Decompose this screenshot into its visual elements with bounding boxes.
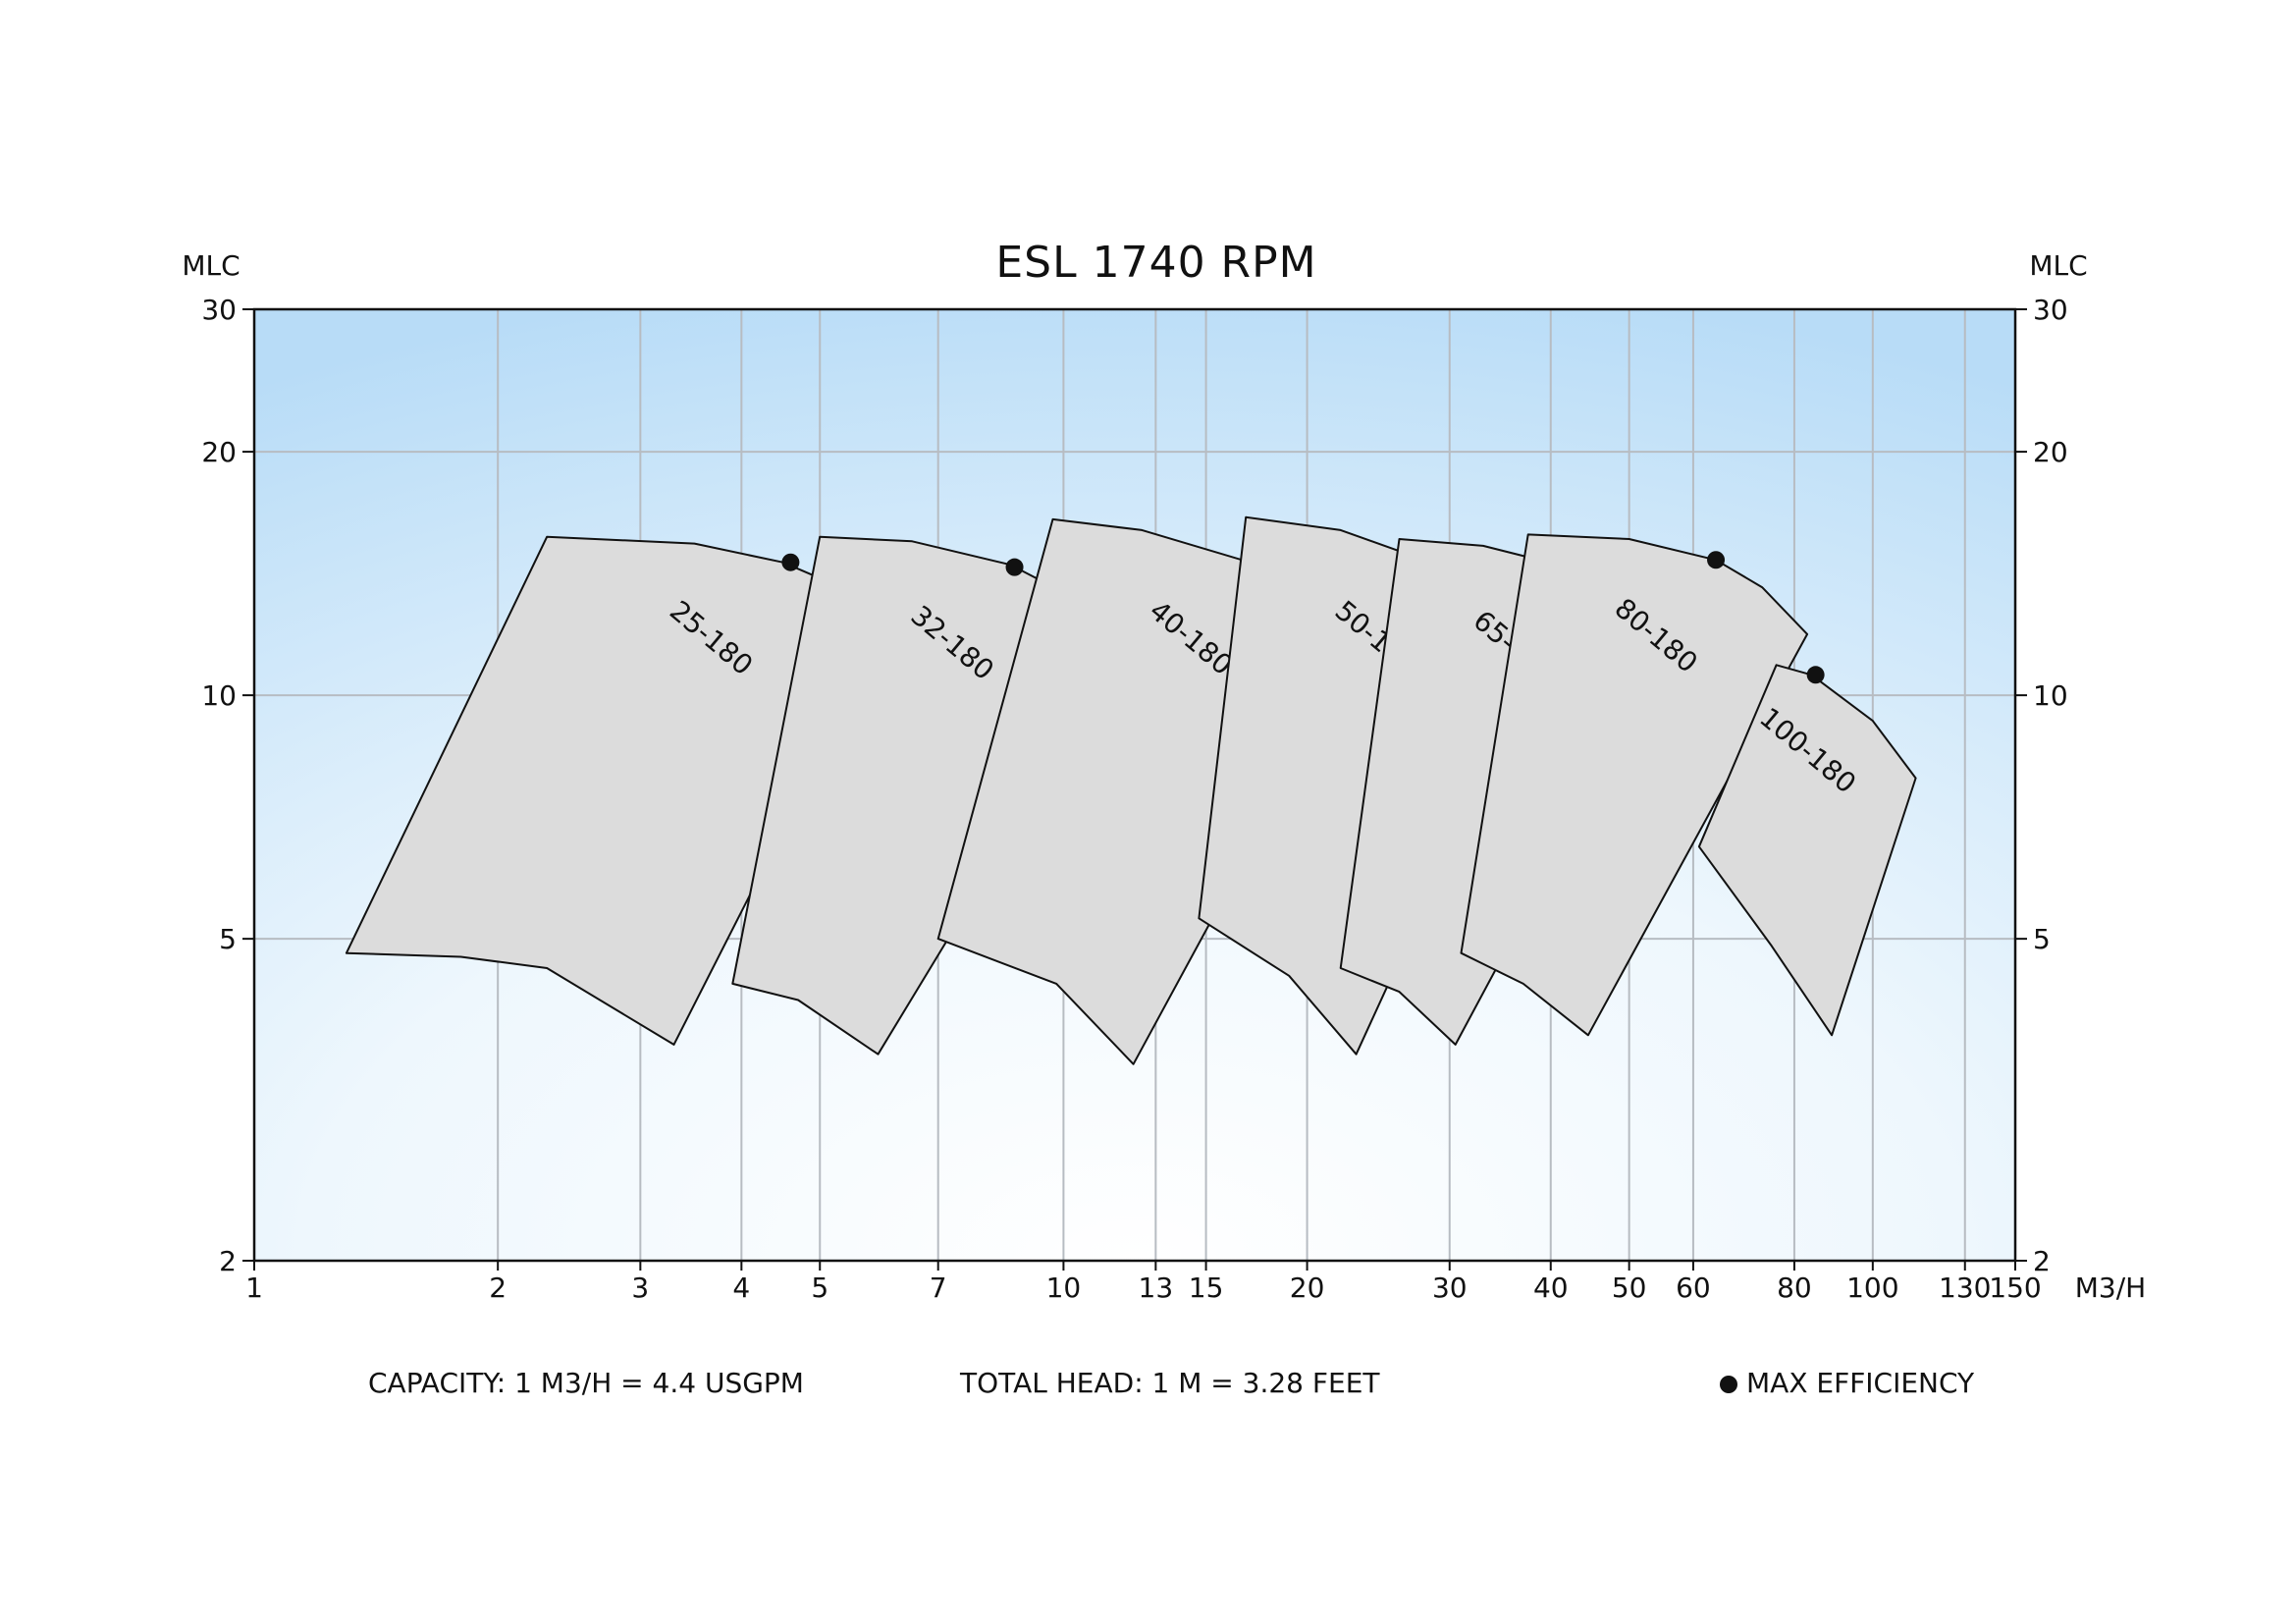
- x-tick-label: 4: [732, 1272, 750, 1304]
- chart-title: ESL 1740 RPM: [995, 238, 1316, 288]
- max-efficiency-point: [1806, 666, 1825, 684]
- plot-border: [252, 307, 2017, 1263]
- legend: MAX EFFICIENCY: [1720, 1367, 1975, 1399]
- y-tick-label-right: 5: [2033, 923, 2051, 955]
- y-tick-label-left: 10: [201, 679, 237, 712]
- y-tick-label-left: 30: [201, 294, 237, 326]
- x-tick-label: 5: [811, 1272, 828, 1304]
- x-tick-label: 50: [1612, 1272, 1647, 1304]
- x-tick-label: 100: [1846, 1272, 1898, 1304]
- x-tick-label: 2: [489, 1272, 507, 1304]
- y-tick-label-left: 5: [219, 923, 237, 955]
- y-tick-label-left: 20: [201, 436, 237, 468]
- x-tick-label: 30: [1432, 1272, 1468, 1304]
- x-tick-label: 60: [1676, 1272, 1711, 1304]
- pump-region-80-180: [1460, 533, 1809, 1037]
- x-tick-label: 7: [930, 1272, 947, 1304]
- y-tick-label-right: 10: [2033, 679, 2068, 712]
- x-tick-label: 1: [245, 1272, 263, 1304]
- y-tick-label-right: 30: [2033, 294, 2068, 326]
- legend-label: MAX EFFICIENCY: [1746, 1367, 1975, 1399]
- y-tick-label-left: 2: [219, 1245, 237, 1277]
- max-efficiency-legend-dot: [1720, 1376, 1737, 1393]
- capacity-conversion-note: CAPACITY: 1 M3/H = 4.4 USGPM: [368, 1367, 804, 1399]
- y-axis-label-left: MLC: [182, 249, 240, 282]
- y-axis-label-right: MLC: [2029, 249, 2087, 282]
- y-tick-label-right: 2: [2033, 1245, 2051, 1277]
- x-tick-label: 13: [1139, 1272, 1174, 1304]
- max-efficiency-point: [1005, 558, 1024, 576]
- x-tick-label: 20: [1290, 1272, 1325, 1304]
- pump-regions: 25-18032-18040-18050-18065-18080-180100-…: [345, 515, 1917, 1065]
- x-tick-label: 10: [1046, 1272, 1082, 1304]
- max-efficiency-point: [1707, 551, 1726, 569]
- total-head-conversion-note: TOTAL HEAD: 1 M = 3.28 FEET: [959, 1367, 1380, 1399]
- x-tick-label: 3: [631, 1272, 649, 1304]
- x-tick-label: 130: [1939, 1272, 1991, 1304]
- pump-region-100-180: [1697, 664, 1917, 1037]
- x-axis-label: M3/H: [2075, 1272, 2146, 1304]
- plot-frame: [252, 307, 2017, 1263]
- max-efficiency-point: [781, 553, 800, 571]
- x-tick-label: 15: [1189, 1272, 1224, 1304]
- x-tick-label: 40: [1533, 1272, 1569, 1304]
- x-tick-label: 80: [1777, 1272, 1812, 1304]
- x-tick-label: 150: [1989, 1272, 2041, 1304]
- y-tick-label-right: 20: [2033, 436, 2068, 468]
